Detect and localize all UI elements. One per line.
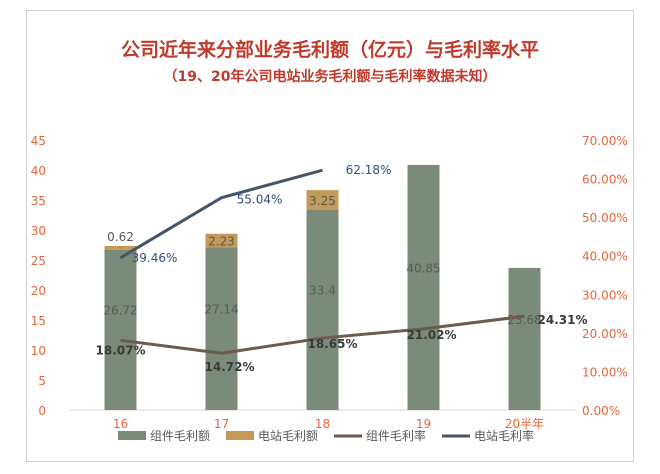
- bar-value-label: 0.62: [107, 230, 134, 244]
- line-point-label: 21.02%: [407, 328, 457, 342]
- line-point-label: 18.65%: [308, 337, 358, 351]
- legend-label: 电站毛利额: [258, 429, 318, 443]
- y-right-tick-label: 50.00%: [582, 211, 628, 225]
- line-point-label: 14.72%: [205, 360, 255, 374]
- bar-value-label: 27.14: [204, 302, 238, 316]
- bar-plant: [306, 190, 339, 210]
- y-left-tick-label: 45: [31, 134, 46, 148]
- y-left-tick-label: 35: [31, 194, 46, 208]
- x-tick-label: 17: [214, 417, 229, 431]
- legend-label: 组件毛利额: [150, 429, 210, 443]
- x-tick-label: 18: [315, 417, 330, 431]
- bar-module: [508, 267, 541, 410]
- bar-plant: [205, 233, 238, 248]
- y-right-tick-label: 0.00%: [582, 404, 620, 418]
- bar-module: [306, 209, 339, 410]
- x-tick-label: 20半年: [505, 417, 544, 431]
- x-tick-label: 19: [416, 417, 431, 431]
- chart-title: 公司近年来分部业务毛利额（亿元）与毛利率水平: [120, 39, 539, 61]
- legend-label: 组件毛利率: [366, 428, 426, 443]
- bar-plant: [104, 245, 137, 250]
- y-left-tick-label: 20: [31, 284, 46, 298]
- chart-subtitle: （19、20年公司电站业务毛利额与毛利率数据未知）: [163, 69, 497, 85]
- y-left-tick-label: 15: [31, 314, 46, 328]
- bar-module: [205, 247, 238, 410]
- y-right-tick-label: 30.00%: [582, 288, 628, 302]
- line-point-label: 18.07%: [96, 343, 146, 357]
- y-left-tick-label: 30: [31, 224, 46, 238]
- bar-value-label: 33.4: [309, 284, 336, 298]
- y-right-tick-label: 40.00%: [582, 250, 628, 264]
- bar-value-label: 2.23: [208, 234, 235, 248]
- legend-swatch: [118, 431, 146, 440]
- bar-value-label: 26.72: [103, 304, 137, 318]
- y-right-tick-label: 70.00%: [582, 134, 628, 148]
- legend-swatch: [226, 431, 254, 440]
- bar-value-label: 3.25: [309, 194, 336, 208]
- bar-module: [104, 249, 137, 410]
- y-right-tick-label: 60.00%: [582, 173, 628, 187]
- line-point-label: 39.46%: [132, 251, 178, 265]
- y-left-tick-label: 25: [31, 254, 46, 268]
- line-point-label: 55.04%: [237, 193, 283, 207]
- y-right-tick-label: 20.00%: [582, 327, 628, 341]
- legend-label: 电站毛利率: [474, 428, 534, 443]
- y-right-tick-label: 10.00%: [582, 365, 628, 379]
- line-point-label: 24.31%: [538, 313, 588, 327]
- x-tick-label: 16: [113, 417, 128, 431]
- line-point-label: 62.18%: [346, 163, 392, 177]
- line-module-margin: [120, 314, 525, 355]
- line-plant-margin: [119, 168, 323, 260]
- bar-value-label: 40.85: [406, 261, 440, 275]
- y-left-tick-label: 5: [38, 374, 46, 388]
- y-left-tick-label: 10: [31, 344, 46, 358]
- bar-module: [407, 164, 440, 410]
- y-left-tick-label: 40: [31, 164, 46, 178]
- y-left-tick-label: 0: [38, 404, 46, 418]
